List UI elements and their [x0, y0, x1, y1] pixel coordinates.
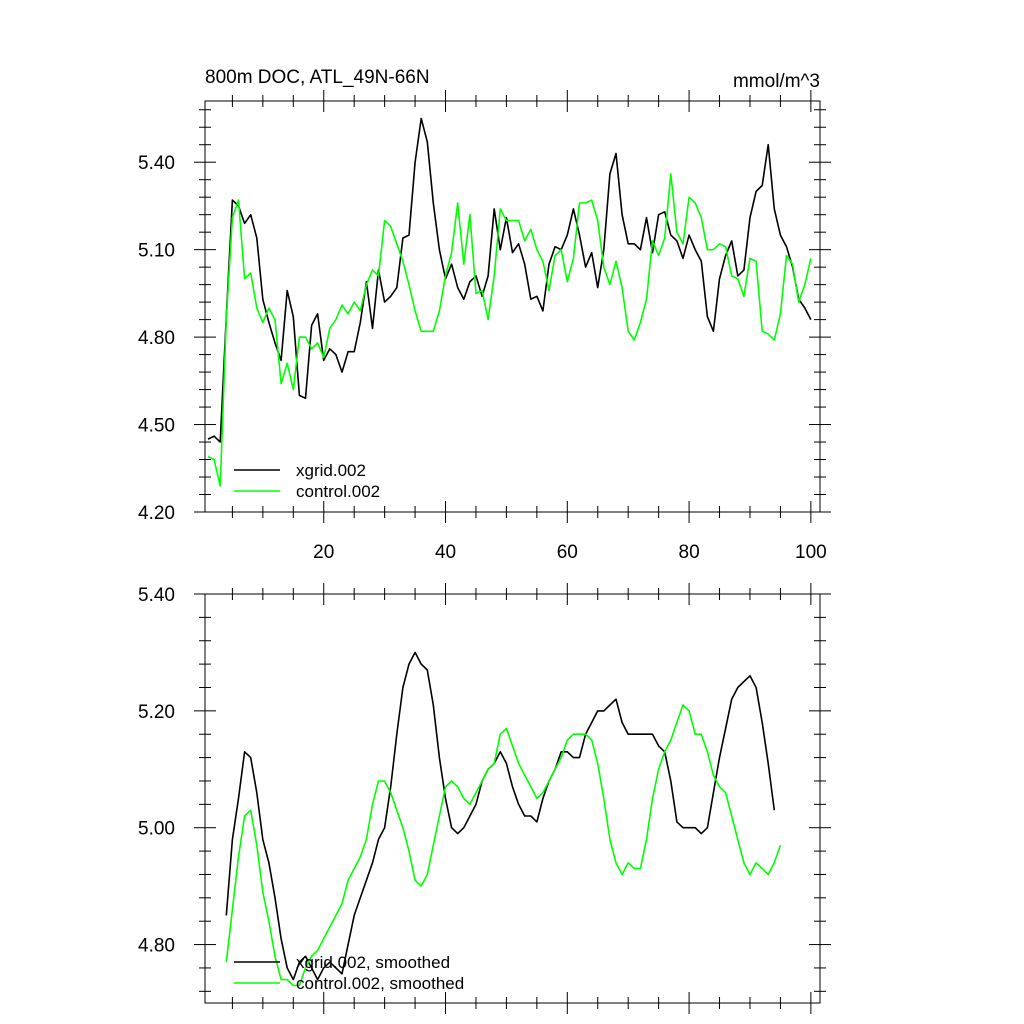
plot-frame [204, 593, 821, 1004]
series-line-xgrid [225, 651, 776, 981]
series-lines [207, 117, 812, 487]
x-tick-label: 80 [679, 542, 700, 563]
y-tick-label: 4.20 [138, 503, 175, 524]
y-tick-label: 5.00 [138, 819, 175, 840]
chart-title: 800m DOC, ATL_49N-66N [205, 67, 430, 88]
x-tick-label: 60 [557, 542, 578, 563]
legend-label: control.002, smoothed [296, 974, 464, 993]
legend-label: control.002 [296, 482, 380, 501]
bottom-panel: 4.80 5.00 5.20 5.40 xgrid.002, smoothed contr… [138, 583, 831, 1014]
x-tick-label: 20 [313, 542, 334, 563]
series-line-control [207, 173, 812, 487]
top-panel: 20 40 60 80 100 4.20 4.50 4.80 5.10 5.40 800m DOC,… [138, 67, 831, 563]
series-line-control [225, 704, 782, 987]
y-tick-label: 5.40 [138, 585, 175, 606]
y-tick-label: 4.50 [138, 416, 175, 437]
series-line-xgrid [207, 117, 812, 443]
units-label: mmol/m^3 [733, 71, 820, 92]
y-tick-label: 5.10 [138, 241, 175, 262]
y-tick-label: 4.80 [138, 328, 175, 349]
legend-label: xgrid.002 [296, 461, 366, 480]
legend-label: xgrid.002, smoothed [296, 953, 450, 972]
x-tick-label: 100 [795, 542, 827, 563]
plot-frame [204, 100, 821, 513]
series-lines [225, 651, 782, 987]
y-tick-label: 5.40 [138, 153, 175, 174]
y-tick-label: 4.80 [138, 936, 175, 957]
x-tick-label: 40 [435, 542, 456, 563]
y-tick-label: 5.20 [138, 702, 175, 723]
